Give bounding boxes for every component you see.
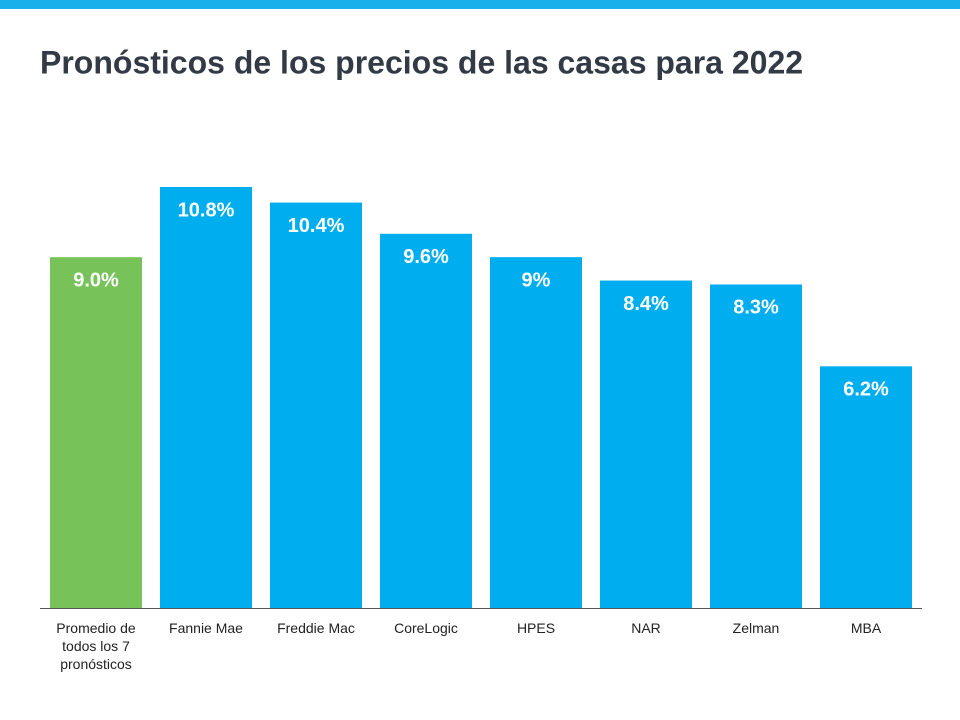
chart-title: Pronósticos de los precios de las casas … [40, 44, 803, 80]
bar [160, 187, 252, 608]
x-tick-label: Zelman [732, 620, 780, 636]
bar [490, 257, 582, 608]
value-label: 9% [522, 269, 551, 291]
value-label: 8.4% [623, 293, 669, 315]
value-label: 10.8% [178, 199, 235, 221]
x-tick-label: Freddie Mac [277, 620, 355, 636]
x-tick-label: CoreLogic [394, 620, 458, 636]
x-tick-label: NAR [631, 620, 661, 636]
value-label: 8.3% [733, 297, 779, 319]
value-label: 6.2% [843, 379, 889, 401]
x-tick-label: HPES [516, 620, 556, 636]
bar [270, 202, 362, 608]
x-tick-label: Fannie Mae [169, 620, 243, 636]
value-label: 9.0% [73, 269, 119, 291]
bar [380, 233, 472, 608]
bar [50, 257, 142, 608]
value-label: 9.6% [403, 246, 449, 268]
value-label: 10.4% [288, 215, 345, 237]
bar [600, 280, 692, 608]
top-band [0, 0, 960, 9]
bar [820, 366, 912, 608]
x-tick-label: MBA [850, 620, 882, 636]
x-tick-label: Promedio de todos los 7 pronósticos [56, 620, 136, 672]
bar [710, 284, 802, 608]
